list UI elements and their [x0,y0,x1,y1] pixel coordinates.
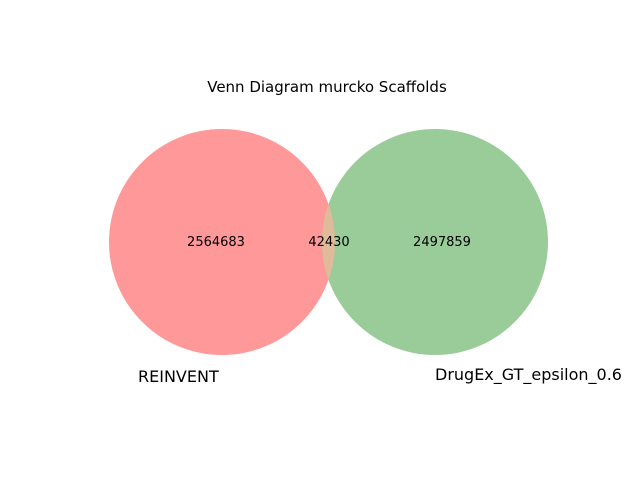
diagram-title: Venn Diagram murcko Scaffolds [207,78,447,96]
set-label-reinvent: REINVENT [138,367,219,386]
set-circle-reinvent [109,129,335,355]
drugex-only-count: 2497859 [413,235,471,250]
set-label-drugex: DrugEx_GT_epsilon_0.6 [435,365,622,385]
set-circle-drugex [322,129,548,355]
reinvent-only-count: 2564683 [187,235,245,250]
intersection-count: 42430 [308,235,349,250]
